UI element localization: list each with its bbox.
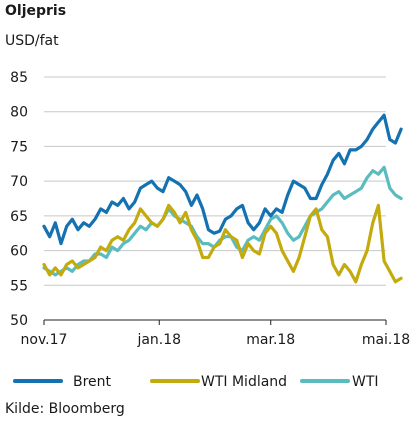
x-axis: nov.17 jan.18 mar.18 mai.18: [21, 320, 410, 348]
y-tick-label: 50: [10, 313, 28, 329]
gridlines: [44, 76, 386, 321]
legend-label-wti: WTI: [352, 374, 379, 390]
y-axis-ticks: 50 55 60 65 70 75 80 85: [10, 70, 28, 329]
y-tick-label: 70: [10, 174, 28, 190]
series-line-wti-midland: [42, 203, 403, 284]
series-lines: [42, 113, 403, 284]
series-line-wti: [42, 165, 403, 277]
x-tick-label: nov.17: [21, 332, 68, 348]
series-line-brent: [42, 113, 403, 246]
y-axis-unit: USD/fat: [5, 33, 59, 49]
y-tick-label: 75: [10, 139, 28, 155]
x-tick-label: mai.18: [362, 332, 410, 348]
y-tick-label: 60: [10, 244, 28, 260]
source-note: Kilde: Bloomberg: [5, 401, 125, 417]
legend-label-wti-midland: WTI Midland: [201, 374, 287, 390]
y-tick-label: 85: [10, 70, 28, 86]
y-tick-label: 65: [10, 209, 28, 225]
chart-title: Oljepris: [5, 3, 67, 19]
legend-label-brent: Brent: [73, 374, 112, 390]
x-tick-label: jan.18: [136, 332, 181, 348]
y-tick-label: 80: [10, 105, 28, 121]
x-tick-label: mar.18: [246, 332, 295, 348]
legend: Brent WTI Midland WTI: [13, 374, 379, 390]
y-tick-label: 55: [10, 278, 28, 294]
